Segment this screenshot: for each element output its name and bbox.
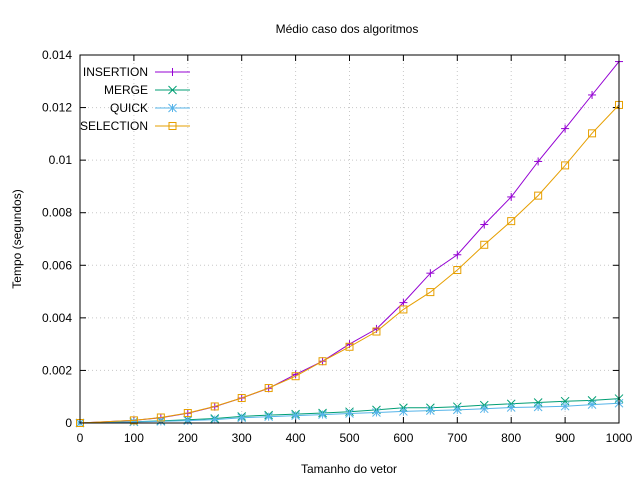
y-tick-label: 0.014	[42, 48, 72, 62]
star-marker	[237, 413, 247, 423]
plot-frame	[79, 54, 620, 424]
star-marker	[425, 406, 435, 415]
grid	[80, 55, 619, 423]
legend-item-insertion: INSERTION	[83, 65, 190, 79]
star-marker	[399, 407, 408, 416]
legend-item-quick: QUICK	[110, 101, 190, 115]
square-marker	[399, 305, 408, 314]
y-tick-label: 0.008	[42, 206, 72, 220]
square-marker	[318, 357, 327, 366]
cross-marker	[168, 85, 177, 95]
legend-item-selection: SELECTION	[80, 119, 190, 133]
x-tick-label: 400	[286, 431, 306, 445]
x-tick-label: 700	[447, 431, 467, 445]
cross-marker	[587, 396, 597, 405]
square-marker	[168, 122, 177, 130]
plus-marker	[588, 90, 597, 99]
square-marker	[507, 217, 516, 226]
star-marker	[318, 410, 327, 419]
square-marker	[291, 372, 300, 381]
square-marker	[480, 240, 489, 249]
series-line-selection	[79, 104, 620, 424]
x-tick-label: 500	[339, 431, 359, 445]
square-marker	[426, 288, 435, 297]
plus-marker	[426, 269, 435, 278]
square-marker	[237, 394, 246, 403]
plus-marker	[534, 157, 543, 166]
star-marker	[129, 417, 139, 427]
legend-label: MERGE	[104, 83, 148, 97]
legend-label: INSERTION	[83, 65, 148, 79]
star-marker	[264, 412, 274, 422]
square-marker	[156, 413, 165, 422]
plus-marker	[507, 192, 516, 201]
star-marker	[587, 400, 597, 409]
legend-label: SELECTION	[80, 119, 148, 133]
axis-ticks: 0 100 200 300 400 500 600 700 800 900 1000 0 0.002 0.…	[42, 48, 633, 445]
x-axis-label: Tamanho do vetor	[301, 462, 397, 476]
square-marker	[534, 191, 543, 200]
square-marker	[345, 342, 354, 351]
y-tick-label: 0.012	[42, 101, 72, 115]
plus-marker	[561, 124, 570, 133]
series-line-quick	[79, 402, 620, 424]
star-marker	[533, 402, 543, 412]
star-marker	[168, 103, 177, 113]
y-tick-label: 0.004	[42, 311, 72, 325]
x-tick-label: 200	[178, 431, 198, 445]
series-quick	[75, 398, 624, 428]
square-marker	[453, 266, 462, 275]
plus-marker	[453, 250, 462, 259]
x-tick-label: 900	[555, 431, 575, 445]
series-selection	[76, 100, 623, 427]
square-marker	[129, 416, 138, 425]
x-tick-label: 600	[393, 431, 413, 445]
star-marker	[372, 408, 381, 417]
square-marker	[561, 161, 570, 170]
legend-label: QUICK	[110, 101, 148, 115]
x-tick-label: 100	[124, 431, 144, 445]
y-tick-label: 0	[65, 416, 72, 430]
star-marker	[506, 403, 516, 412]
star-marker	[479, 404, 489, 414]
y-axis-label: Tempo (segundos)	[10, 189, 24, 288]
square-marker	[372, 327, 381, 336]
star-marker	[210, 415, 220, 424]
square-marker	[183, 409, 192, 418]
chart-title: Médio caso dos algoritmos	[276, 22, 419, 36]
x-tick-label: 300	[232, 431, 252, 445]
legend-item-merge: MERGE	[104, 83, 190, 97]
cross-marker	[533, 398, 543, 407]
star-marker	[452, 405, 462, 415]
star-marker	[560, 401, 570, 411]
square-marker	[264, 384, 273, 393]
x-tick-label: 800	[501, 431, 521, 445]
series-line-merge	[79, 398, 620, 424]
y-tick-label: 0.006	[42, 258, 72, 272]
plus-marker	[399, 298, 408, 307]
x-tick-label: 0	[77, 431, 84, 445]
star-marker	[345, 409, 354, 418]
legend: INSERTION MERGE QUICK SELECTION	[80, 65, 190, 133]
star-marker	[291, 411, 300, 420]
plus-marker	[480, 220, 489, 229]
square-marker	[210, 402, 219, 411]
plus-marker	[168, 68, 177, 76]
y-tick-label: 0.002	[42, 363, 72, 377]
square-marker	[588, 129, 597, 138]
y-tick-label: 0.01	[49, 153, 73, 167]
x-tick-label: 1000	[606, 431, 633, 445]
